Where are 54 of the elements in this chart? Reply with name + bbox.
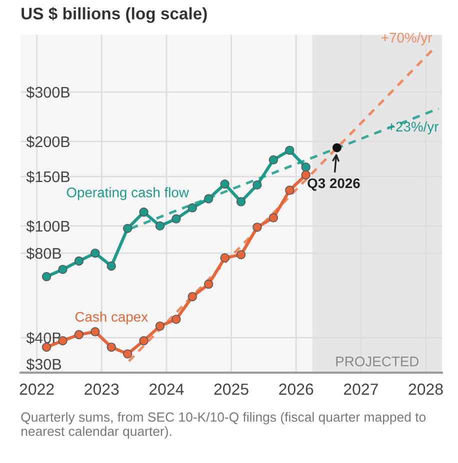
point (139, 336, 148, 346)
point (90, 327, 100, 336)
point (155, 321, 165, 331)
x-tick-label: 2022 (20, 384, 54, 395)
point (252, 180, 262, 190)
point (122, 224, 132, 233)
point (285, 146, 294, 155)
point (106, 261, 116, 271)
series-label: Operating cash flow (66, 187, 189, 200)
point (106, 342, 116, 352)
point (268, 213, 278, 222)
point (90, 248, 100, 258)
chart-title: US $ billions (log scale) (22, 6, 207, 23)
point (220, 179, 230, 189)
point (285, 186, 294, 195)
point (42, 272, 52, 282)
x-tick-label: 2025 (214, 384, 248, 395)
y-tick-label: $200B (26, 136, 70, 148)
point (155, 221, 165, 231)
x-tick-label: 2023 (84, 384, 119, 395)
point (252, 222, 262, 232)
point (172, 214, 181, 224)
band-label: PROJECTED (336, 356, 419, 366)
point (58, 264, 68, 274)
point (268, 155, 278, 164)
point (332, 143, 342, 152)
point (74, 330, 84, 340)
point (172, 314, 181, 324)
point (220, 253, 230, 262)
point (204, 280, 214, 289)
text: Quarterly sums, from SEC 10-K/10-Q filings (fiscal quarter mapped to nearest calendar quarter). (21, 412, 426, 439)
point (301, 170, 310, 180)
point (74, 256, 84, 266)
point (122, 349, 132, 359)
x-tick-label: 2024 (150, 384, 184, 395)
point (301, 162, 310, 172)
x-tick-label: 2026 (279, 384, 314, 395)
y-tick-label: $80B (26, 247, 62, 260)
point (188, 203, 197, 212)
y-tick-label: $150B (26, 170, 70, 184)
point (204, 194, 214, 204)
annotation: +23%/yr (388, 121, 438, 134)
x-tick-label: 2028 (408, 384, 443, 395)
y-tick-label: $100B (26, 220, 70, 233)
series-label: Cash capex (75, 312, 148, 324)
point (236, 250, 246, 260)
point (139, 208, 148, 217)
y-tick-label: $30B (26, 358, 62, 371)
annotation: +70%/yr (382, 32, 432, 46)
point (236, 197, 246, 206)
y-tick-label: $300B (26, 86, 70, 99)
x-tick-label: 2027 (344, 384, 378, 395)
annotation: Q3 2026 (308, 178, 360, 191)
point (188, 292, 197, 302)
